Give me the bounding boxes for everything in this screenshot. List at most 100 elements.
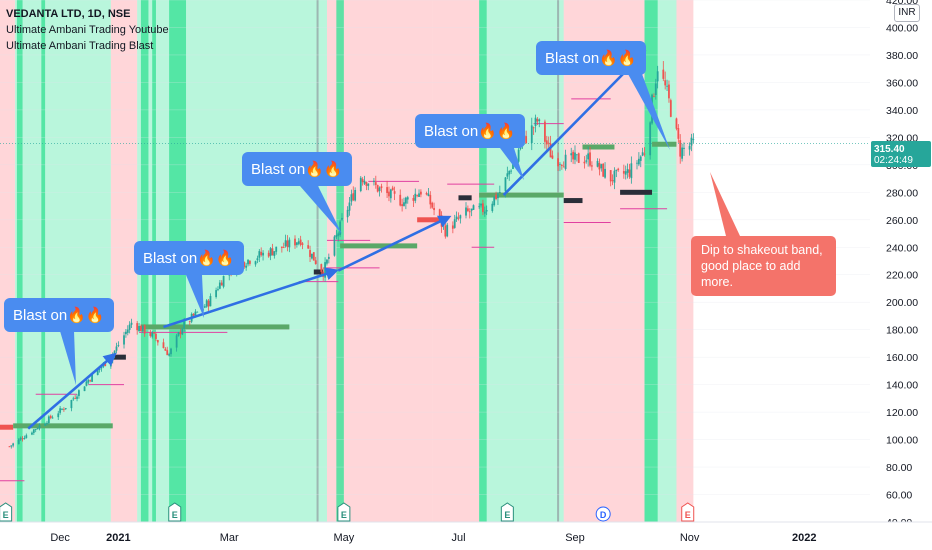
candle-up[interactable]: [275, 246, 278, 252]
earnings-marker[interactable]: [681, 502, 695, 522]
candle-up[interactable]: [10, 445, 13, 447]
candle-up[interactable]: [692, 139, 695, 141]
candle-up[interactable]: [217, 289, 219, 291]
candle-up[interactable]: [205, 300, 208, 307]
candle-down[interactable]: [155, 333, 157, 339]
candle-up[interactable]: [19, 437, 22, 440]
candle-up[interactable]: [688, 146, 691, 150]
candle-down[interactable]: [140, 325, 142, 332]
price-axis[interactable]: 40.0060.0080.00100.00120.00140.00160.001…: [870, 0, 932, 550]
candle-down[interactable]: [557, 158, 559, 167]
candle-up[interactable]: [478, 206, 481, 208]
earnings-marker[interactable]: [500, 502, 514, 522]
candle-down[interactable]: [591, 165, 593, 167]
candle-down[interactable]: [143, 325, 146, 334]
candle-up[interactable]: [196, 311, 199, 313]
candle-up[interactable]: [38, 425, 41, 429]
candle-down[interactable]: [668, 84, 670, 99]
candle-up[interactable]: [245, 265, 248, 268]
candle-down[interactable]: [482, 203, 484, 212]
candle-up[interactable]: [326, 259, 328, 264]
candle-up[interactable]: [215, 290, 217, 298]
candle-up[interactable]: [44, 423, 46, 426]
candle-down[interactable]: [643, 153, 646, 155]
candle-up[interactable]: [483, 211, 486, 214]
candle-up[interactable]: [87, 380, 90, 383]
candle-down[interactable]: [365, 182, 368, 186]
candle-down[interactable]: [267, 252, 270, 257]
candle-down[interactable]: [560, 165, 563, 166]
candle-down[interactable]: [299, 239, 302, 245]
candle-up[interactable]: [654, 83, 657, 95]
candle-down[interactable]: [399, 194, 402, 206]
candle-down[interactable]: [416, 195, 419, 197]
candle-down[interactable]: [361, 179, 364, 183]
candle-up[interactable]: [626, 169, 629, 173]
candle-down[interactable]: [162, 342, 165, 349]
candle-down[interactable]: [309, 250, 311, 257]
candle-up[interactable]: [389, 189, 392, 199]
candle-down[interactable]: [679, 140, 682, 157]
candle-up[interactable]: [470, 208, 473, 211]
candle-up[interactable]: [406, 197, 409, 200]
candle-up[interactable]: [23, 438, 26, 440]
candle-down[interactable]: [536, 118, 539, 122]
candle-down[interactable]: [675, 118, 678, 129]
candle-up[interactable]: [181, 328, 184, 335]
time-axis[interactable]: Dec 2021 Mar May Jul Sep Nov 2022: [0, 521, 932, 550]
candle-down[interactable]: [153, 332, 155, 334]
candle-up[interactable]: [656, 71, 659, 82]
candle-up[interactable]: [615, 169, 618, 171]
candle-up[interactable]: [570, 153, 573, 156]
candle-down[interactable]: [207, 300, 210, 307]
currency-badge[interactable]: INR: [894, 4, 920, 22]
candle-up[interactable]: [256, 258, 259, 261]
candle-up[interactable]: [613, 170, 616, 183]
candle-up[interactable]: [98, 368, 101, 370]
candle-up[interactable]: [128, 324, 131, 330]
candle-up[interactable]: [339, 221, 342, 236]
candle-down[interactable]: [468, 211, 471, 213]
candle-up[interactable]: [636, 162, 638, 164]
candle-up[interactable]: [100, 367, 103, 369]
candle-up[interactable]: [64, 408, 67, 409]
candle-up[interactable]: [337, 233, 340, 236]
candle-down[interactable]: [451, 225, 454, 229]
candle-up[interactable]: [194, 311, 197, 316]
candle-down[interactable]: [525, 136, 528, 143]
candle-down[interactable]: [664, 80, 667, 86]
candle-up[interactable]: [177, 332, 180, 336]
candle-up[interactable]: [538, 119, 541, 122]
candle-down[interactable]: [149, 332, 152, 336]
candle-down[interactable]: [662, 69, 665, 79]
candle-up[interactable]: [649, 122, 652, 156]
candle-up[interactable]: [637, 158, 640, 165]
candle-up[interactable]: [480, 203, 482, 206]
candle-down[interactable]: [412, 197, 415, 201]
candle-down[interactable]: [572, 151, 575, 160]
candle-up[interactable]: [587, 153, 590, 160]
candle-up[interactable]: [262, 252, 264, 256]
candle-up[interactable]: [455, 216, 458, 220]
candle-up[interactable]: [446, 224, 449, 237]
candle-up[interactable]: [504, 177, 507, 192]
candle-up[interactable]: [414, 193, 417, 201]
candle-up[interactable]: [491, 203, 494, 211]
candle-down[interactable]: [429, 195, 432, 205]
candle-down[interactable]: [179, 331, 182, 335]
candle-down[interactable]: [352, 193, 355, 201]
candle-up[interactable]: [57, 413, 60, 418]
candle-up[interactable]: [506, 173, 509, 177]
candle-up[interactable]: [427, 193, 430, 196]
candle-up[interactable]: [141, 325, 144, 332]
candle-up[interactable]: [295, 242, 298, 245]
candle-down[interactable]: [301, 243, 304, 245]
candle-up[interactable]: [46, 422, 48, 424]
candle-up[interactable]: [530, 125, 533, 143]
candle-up[interactable]: [47, 416, 50, 424]
candle-down[interactable]: [380, 186, 383, 189]
candle-up[interactable]: [442, 225, 445, 226]
candle-up[interactable]: [604, 168, 606, 178]
